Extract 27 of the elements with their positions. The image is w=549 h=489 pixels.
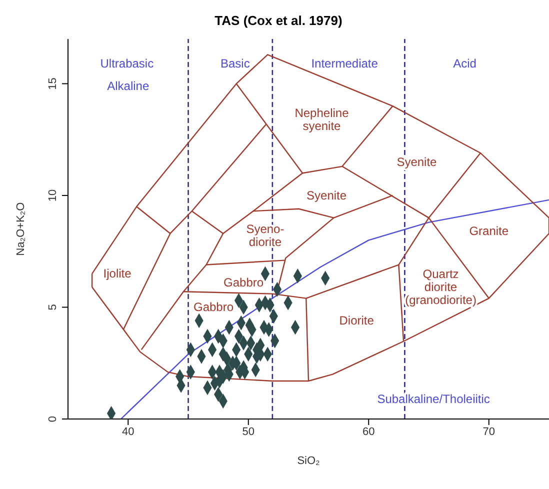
annotation: Syeno- diorite: [246, 222, 284, 250]
x-tick-label: 50: [242, 426, 254, 438]
annotation: Diorite: [339, 314, 374, 328]
annotation: Gabbro: [224, 276, 264, 290]
y-tick-label: 10: [47, 189, 59, 202]
annotation: Nepheline syenite: [294, 106, 350, 133]
annotation: Intermediate: [311, 56, 378, 71]
annotation: Basic: [220, 56, 250, 71]
x-tick-label: 70: [482, 426, 495, 438]
annotation: Gabbro: [193, 300, 234, 314]
annotation: Subalkaline/Tholeiitic: [377, 392, 490, 406]
x-tick-label: 40: [122, 426, 134, 438]
annotation: Acid: [453, 56, 476, 71]
annotation: Syenite: [396, 154, 438, 169]
y-tick-label: 5: [47, 304, 59, 310]
x-tick-label: 60: [362, 426, 375, 438]
y-axis-title: Na₂O+K₂O: [14, 202, 27, 256]
annotation: Quartz diorite (granodiorite): [405, 267, 476, 308]
y-tick-label: 15: [47, 78, 59, 90]
x-axis-title: SiO₂: [297, 455, 320, 467]
annotation: Granite: [469, 224, 509, 238]
annotation: Syenite: [306, 188, 347, 202]
annotation: Ultrabasic: [100, 56, 154, 71]
y-tick-label: 0: [47, 416, 59, 422]
annotation: Ijolite: [103, 266, 132, 281]
chart-title: TAS (Cox et al. 1979): [214, 12, 344, 30]
annotation: Alkaline: [107, 78, 150, 93]
